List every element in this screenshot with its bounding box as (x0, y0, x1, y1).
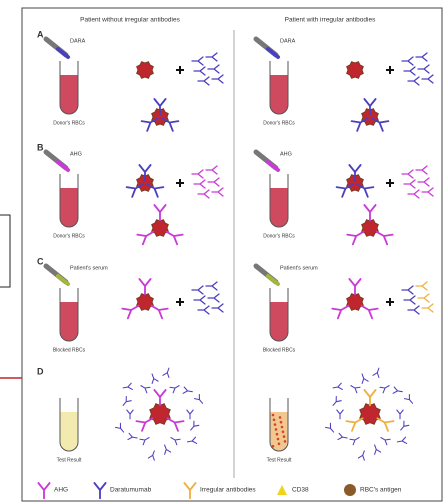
tube-label: Blocked RBCs (263, 347, 296, 353)
reagent-label: AHG (70, 151, 82, 157)
panel-letter: C (37, 256, 44, 266)
reagent-label: DARA (70, 38, 86, 44)
tube-label: Donor's RBCs (263, 233, 295, 239)
tube-dot (272, 414, 275, 417)
tube-liquid (270, 188, 288, 227)
tube-liquid (270, 75, 288, 114)
tube-dot (281, 426, 284, 429)
tube-dot (278, 443, 281, 446)
reagent-label: Patient's serum (70, 265, 108, 271)
tube-dot (284, 440, 287, 443)
tube-dot (279, 416, 282, 419)
tube-dot (276, 433, 279, 436)
tube-dot (274, 423, 277, 426)
tube-label: Donor's RBCs (53, 233, 85, 239)
frame (22, 8, 442, 501)
tube-dot (275, 428, 278, 431)
tube-label: Donor's RBCs (53, 120, 85, 126)
reagent-label: AHG (280, 151, 292, 157)
legend-label: RBC's antigen (360, 487, 402, 494)
tube-liquid (60, 188, 78, 227)
side-box (0, 215, 10, 287)
tube-label: Test Result (57, 457, 82, 463)
tube-dot (283, 435, 286, 438)
antigen-icon (344, 484, 356, 496)
diagram: Patient without irregular antibodies Pati… (0, 0, 444, 503)
tube-liquid (60, 302, 78, 341)
legend-label: CD38 (292, 487, 309, 494)
panel-letter: A (37, 29, 44, 39)
legend-label: AHG (54, 487, 68, 494)
column-header: Patient without irregular antibodies (80, 17, 180, 24)
panel-letter: D (37, 366, 44, 376)
tube-dot (277, 438, 280, 441)
tube-label: Blocked RBCs (53, 347, 86, 353)
legend-label: Daratumumab (110, 487, 152, 494)
legend-label: Irregular antibodies (200, 487, 256, 494)
tube-dot (282, 431, 285, 434)
tube-liquid (270, 302, 288, 341)
reagent-label: DARA (280, 38, 296, 44)
tube-label: Donor's RBCs (263, 120, 295, 126)
tube-dot (273, 419, 276, 422)
panel-letter: B (37, 142, 44, 152)
tube-label: Test Result (267, 457, 292, 463)
column-header: Patient with irregular antibodies (285, 17, 376, 24)
tube-liquid (60, 75, 78, 114)
reagent-label: Patient's serum (280, 265, 318, 271)
tube-liquid (60, 412, 78, 451)
tube-dot (280, 421, 283, 424)
